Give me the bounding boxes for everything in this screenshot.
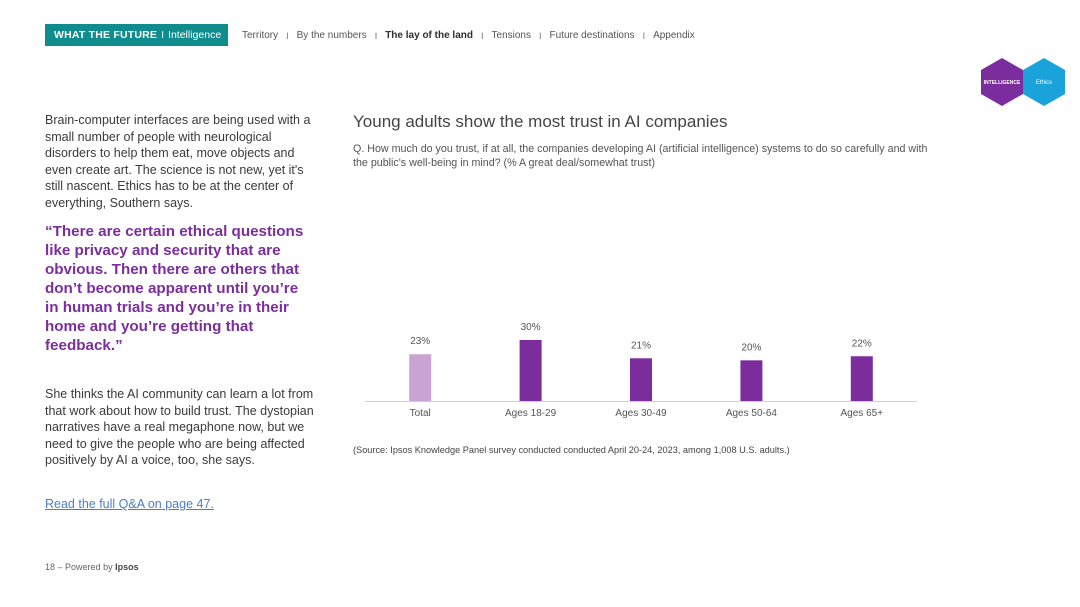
data-label: 20%	[741, 342, 761, 353]
pull-quote: “There are certain ethical questions lik…	[45, 223, 304, 354]
brand-badge[interactable]: WHAT THE FUTURE I Intelligence	[45, 24, 229, 46]
top-nav: Territory I By the numbers I The lay of the …	[242, 30, 695, 41]
nav-separator: I	[374, 30, 378, 41]
hex-intelligence-icon[interactable]	[981, 58, 1023, 106]
ipsos-brand: Ipsos	[115, 562, 139, 572]
nav-separator: I	[642, 30, 646, 41]
x-tick-label: Ages 18-29	[505, 408, 557, 419]
bar-ages-18-29	[519, 340, 542, 401]
nav-separator: I	[538, 30, 542, 41]
data-label: 22%	[852, 338, 872, 349]
x-tick-label: Total	[410, 408, 431, 419]
nav-item-future-destinations[interactable]: Future destinations	[549, 30, 635, 41]
read-full-qa-link[interactable]: Read the full Q&A on page 47.	[45, 497, 214, 511]
brand-subtitle: Intelligence	[168, 29, 222, 41]
chart-title: Young adults show the most trust in AI c…	[353, 112, 728, 131]
nav-item-by-the-numbers[interactable]: By the numbers	[296, 30, 367, 41]
data-label: 21%	[631, 340, 651, 351]
bar-ages-50-64	[740, 360, 763, 401]
bar-ages-65-	[850, 356, 873, 401]
bar-ages-30-49	[630, 358, 652, 401]
topic-hex-badges: INTELLIGENCE Ethics	[981, 58, 1065, 106]
nav-item-appendix[interactable]: Appendix	[653, 30, 695, 41]
data-label: 23%	[410, 336, 430, 347]
hex-ethics-icon[interactable]	[1023, 58, 1065, 106]
chart-question: Q. How much do you trust, if at all, the…	[353, 143, 928, 169]
nav-item-the-lay-of-the-land[interactable]: The lay of the land	[385, 30, 473, 41]
nav-item-territory[interactable]: Territory	[242, 30, 279, 41]
powered-by-label: Powered by	[65, 562, 113, 572]
brand-title: WHAT THE FUTURE	[54, 29, 158, 41]
closing-paragraph: She thinks the AI community can learn a …	[45, 387, 314, 467]
nav-separator: I	[481, 30, 484, 41]
chart-source: (Source: Ipsos Knowledge Panel survey co…	[353, 445, 790, 455]
footer: 18 – Powered by Ipsos	[45, 562, 139, 572]
x-tick-label: Ages 65+	[841, 408, 884, 419]
x-tick-label: Ages 50-64	[726, 408, 778, 419]
data-label: 30%	[521, 322, 541, 333]
hex-intelligence-label: INTELLIGENCE	[984, 80, 1021, 86]
nav-item-tensions[interactable]: Tensions	[491, 30, 531, 41]
hex-ethics-label: Ethics	[1036, 80, 1052, 86]
bar-total	[409, 354, 432, 401]
x-tick-label: Ages 30-49	[615, 408, 667, 419]
brand-separator: I	[161, 29, 165, 41]
intro-paragraph: Brain-computer interfaces are being used…	[45, 113, 311, 210]
nav-separator: I	[286, 30, 289, 41]
page-number: 18 –	[45, 562, 63, 572]
